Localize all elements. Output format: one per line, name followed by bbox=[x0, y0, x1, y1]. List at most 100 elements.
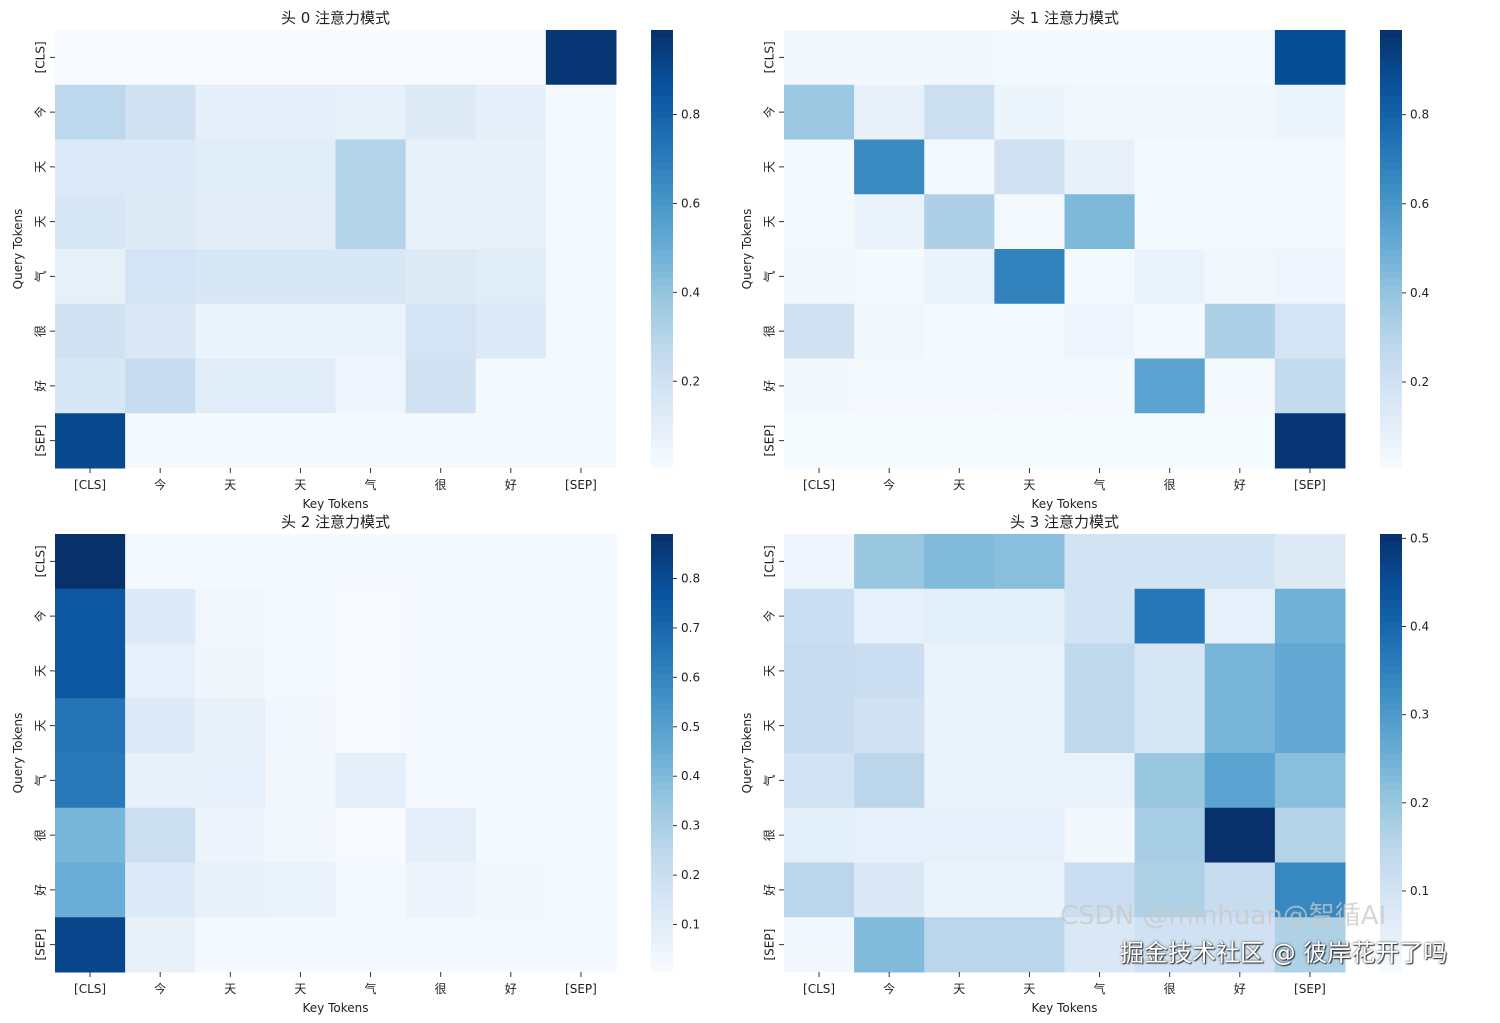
colorbar-segment bbox=[651, 146, 673, 155]
heatmap-cell bbox=[1204, 139, 1276, 195]
heatmap-cell bbox=[854, 303, 925, 359]
heatmap-cell bbox=[195, 303, 266, 359]
x-tick-label: 天 bbox=[953, 478, 965, 492]
colorbar-tick-label: 0.4 bbox=[681, 769, 700, 783]
heatmap-cell bbox=[1134, 643, 1206, 699]
colorbar-segment bbox=[651, 387, 673, 396]
heatmap-cell bbox=[1064, 917, 1136, 973]
colorbar-segment bbox=[1380, 343, 1402, 352]
y-tick-label: 天 bbox=[763, 665, 777, 677]
colorbar-segment bbox=[651, 73, 673, 82]
colorbar-segment bbox=[1380, 884, 1402, 893]
colorbar-segment bbox=[651, 336, 673, 345]
colorbar-segment bbox=[651, 658, 673, 666]
colorbar-segment bbox=[651, 103, 673, 111]
colorbar-segment bbox=[1380, 314, 1402, 323]
heatmap-cell bbox=[1064, 139, 1136, 195]
colorbar-segment bbox=[1380, 365, 1402, 374]
heatmap-cell bbox=[1134, 807, 1206, 863]
colorbar-segment bbox=[651, 760, 673, 769]
heatmap-cell bbox=[1134, 194, 1206, 250]
heatmap-cell bbox=[1274, 643, 1346, 699]
colorbar-tick-label: 0.2 bbox=[681, 374, 700, 388]
heatmap-cell bbox=[1274, 139, 1346, 195]
heatmap-cell bbox=[265, 30, 336, 86]
colorbar-segment bbox=[1380, 928, 1402, 937]
colorbar-segment bbox=[651, 351, 673, 360]
heatmap-cell bbox=[335, 807, 407, 863]
colorbar-segment bbox=[651, 672, 673, 681]
colorbar-tick-label: 0.6 bbox=[681, 670, 700, 684]
heatmap-cell bbox=[265, 84, 336, 140]
colorbar-segment bbox=[651, 241, 673, 250]
colorbar-segment bbox=[1380, 103, 1402, 111]
heatmap-cell bbox=[1204, 807, 1276, 863]
y-tick-label: 天 bbox=[763, 216, 777, 228]
heatmap-cell bbox=[854, 753, 925, 809]
colorbar-segment bbox=[1380, 322, 1402, 330]
x-tick-label: [SEP] bbox=[1294, 478, 1326, 492]
heatmap-cell bbox=[784, 358, 855, 414]
colorbar-tick-label: 0.5 bbox=[681, 720, 700, 734]
heatmap-cell bbox=[405, 358, 477, 414]
x-tick-label: 气 bbox=[365, 477, 377, 492]
colorbar-segment bbox=[1380, 438, 1402, 447]
colorbar-segment bbox=[651, 964, 673, 973]
colorbar-segment bbox=[1380, 796, 1402, 805]
y-tick-label: [CLS] bbox=[34, 545, 48, 577]
heatmap-cell bbox=[1274, 917, 1346, 973]
heatmap-cell bbox=[1204, 30, 1276, 86]
heatmap-cell bbox=[125, 534, 196, 590]
colorbar-tick-label: 0.4 bbox=[1410, 620, 1429, 634]
heatmap-cell bbox=[55, 30, 126, 86]
heatmap-cell bbox=[784, 194, 855, 250]
colorbar-segment bbox=[651, 701, 673, 710]
heatmap-cell bbox=[994, 249, 1065, 305]
colorbar-segment bbox=[1380, 680, 1402, 688]
heatmap-cell bbox=[125, 139, 196, 195]
colorbar-segment bbox=[651, 723, 673, 732]
heatmap-cell bbox=[924, 753, 995, 809]
heatmap-cell bbox=[335, 534, 407, 590]
colorbar-segment bbox=[1380, 380, 1402, 389]
heatmap-cell bbox=[784, 249, 855, 305]
colorbar-segment bbox=[1380, 241, 1402, 250]
colorbar-segment bbox=[651, 840, 673, 849]
colorbar-segment bbox=[651, 30, 673, 38]
heatmap-cell bbox=[55, 807, 126, 863]
colorbar-segment bbox=[1380, 753, 1402, 761]
colorbar-segment bbox=[651, 395, 673, 403]
colorbar-segment bbox=[651, 365, 673, 374]
heatmap-cell bbox=[405, 194, 477, 250]
heatmap-cell bbox=[1204, 753, 1276, 809]
heatmap-cell bbox=[195, 413, 266, 469]
heatmap-cell bbox=[335, 249, 407, 305]
colorbar-segment bbox=[651, 270, 673, 279]
y-tick-label: 天 bbox=[34, 720, 48, 732]
heatmap-cell bbox=[854, 862, 925, 918]
x-tick-label: 好 bbox=[505, 478, 517, 492]
colorbar-segment bbox=[1380, 446, 1402, 454]
colorbar-segment bbox=[1380, 329, 1402, 338]
colorbar-segment bbox=[651, 942, 673, 951]
heatmap-cell bbox=[545, 862, 617, 918]
colorbar-segment bbox=[651, 738, 673, 747]
colorbar-segment bbox=[651, 577, 673, 586]
colorbar-segment bbox=[1380, 701, 1402, 710]
heatmap-cell bbox=[1204, 643, 1276, 699]
heatmap-cell bbox=[1274, 753, 1346, 809]
colorbar-segment bbox=[651, 197, 673, 206]
heatmap-cell bbox=[1134, 30, 1206, 86]
heatmap-cell bbox=[195, 30, 266, 86]
colorbar-segment bbox=[1380, 891, 1402, 900]
heatmap-cell bbox=[784, 807, 855, 863]
colorbar-segment bbox=[651, 891, 673, 900]
colorbar-segment bbox=[1380, 906, 1402, 915]
y-tick-label: 很 bbox=[34, 325, 48, 337]
colorbar-segment bbox=[651, 161, 673, 170]
colorbar-segment bbox=[651, 183, 673, 192]
heatmap-cell bbox=[1204, 194, 1276, 250]
colorbar-segment bbox=[651, 541, 673, 550]
heatmap-cell bbox=[475, 698, 547, 754]
colorbar-segment bbox=[1380, 307, 1402, 316]
